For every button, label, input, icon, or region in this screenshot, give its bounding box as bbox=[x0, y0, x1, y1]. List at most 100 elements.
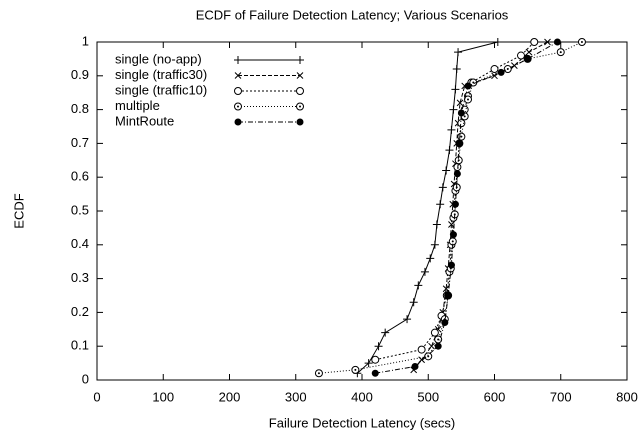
marker bbox=[441, 319, 449, 327]
chart-title: ECDF of Failure Detection Latency; Vario… bbox=[196, 7, 509, 22]
marker bbox=[553, 38, 561, 46]
marker-part bbox=[452, 65, 461, 74]
marker-part bbox=[234, 72, 242, 79]
marker bbox=[445, 146, 454, 155]
marker-part bbox=[447, 125, 456, 134]
x-tick-label: 400 bbox=[351, 389, 373, 404]
marker-part bbox=[493, 38, 502, 46]
marker-part bbox=[432, 220, 441, 229]
marker bbox=[453, 170, 461, 178]
y-tick-label: 0.8 bbox=[71, 101, 89, 116]
marker bbox=[381, 328, 390, 337]
legend-label: single (traffic30) bbox=[115, 67, 207, 82]
marker bbox=[374, 342, 383, 351]
x-tick-label: 300 bbox=[285, 389, 307, 404]
marker bbox=[234, 72, 242, 79]
marker-part bbox=[381, 328, 390, 337]
y-tick-label: 0.4 bbox=[71, 236, 89, 251]
marker bbox=[418, 356, 425, 364]
marker bbox=[456, 99, 464, 107]
marker-part bbox=[436, 200, 445, 209]
marker bbox=[455, 139, 463, 147]
marker-part bbox=[490, 65, 499, 74]
marker bbox=[464, 82, 472, 90]
marker-part bbox=[299, 105, 301, 108]
marker-part bbox=[456, 99, 464, 107]
marker bbox=[403, 315, 412, 324]
marker bbox=[452, 65, 461, 74]
marker bbox=[430, 328, 439, 337]
marker-part bbox=[411, 362, 419, 370]
marker-part bbox=[417, 345, 426, 354]
marker bbox=[234, 87, 242, 95]
series-line bbox=[375, 41, 558, 374]
marker-part bbox=[444, 292, 452, 299]
marker bbox=[296, 102, 304, 111]
marker-part bbox=[234, 87, 242, 95]
y-axis-label: ECDF bbox=[11, 193, 26, 228]
marker bbox=[449, 105, 458, 114]
marker bbox=[234, 102, 242, 111]
x-tick-label: 700 bbox=[550, 389, 572, 404]
legend-label: single (no-app) bbox=[115, 51, 202, 66]
marker bbox=[430, 240, 439, 249]
marker-part bbox=[447, 261, 455, 269]
x-axis-label: Failure Detection Latency (secs) bbox=[269, 415, 455, 430]
marker bbox=[436, 200, 445, 209]
marker-part bbox=[420, 267, 429, 276]
marker bbox=[417, 345, 426, 354]
marker bbox=[371, 369, 379, 377]
marker bbox=[444, 292, 452, 299]
y-tick-label: 0.7 bbox=[71, 135, 89, 150]
marker-part bbox=[524, 55, 532, 63]
y-tick-label: 0.9 bbox=[71, 67, 89, 82]
marker-part bbox=[317, 372, 320, 375]
marker bbox=[457, 132, 466, 141]
marker-part bbox=[237, 105, 239, 108]
marker-part bbox=[449, 231, 457, 239]
marker bbox=[414, 281, 423, 290]
marker-part bbox=[354, 368, 357, 371]
legend-label: MintRoute bbox=[115, 113, 174, 128]
y-tick-label: 0.1 bbox=[71, 338, 89, 353]
marker-part bbox=[374, 342, 383, 351]
marker bbox=[371, 355, 380, 364]
marker-part bbox=[460, 135, 463, 138]
marker bbox=[530, 38, 539, 46]
legend-label: single (traffic10) bbox=[115, 82, 207, 97]
y-tick-label: 0.6 bbox=[71, 169, 89, 184]
marker-part bbox=[457, 159, 460, 162]
marker-part bbox=[234, 56, 242, 64]
y-tick-label: 1 bbox=[82, 33, 89, 48]
marker-part bbox=[371, 369, 379, 377]
marker-part bbox=[428, 342, 435, 350]
x-tick-label: 800 bbox=[616, 389, 638, 404]
marker-part bbox=[525, 48, 533, 56]
x-tick-label: 100 bbox=[152, 389, 174, 404]
marker-part bbox=[438, 183, 447, 192]
marker bbox=[364, 359, 373, 368]
series-line bbox=[413, 41, 548, 371]
legend-label: multiple bbox=[115, 98, 160, 113]
marker bbox=[497, 68, 505, 76]
y-tick-label: 0.2 bbox=[71, 304, 89, 319]
marker bbox=[424, 352, 433, 361]
marker-part bbox=[426, 254, 435, 263]
marker bbox=[449, 231, 457, 239]
series-line bbox=[357, 41, 498, 374]
marker-part bbox=[445, 146, 454, 155]
marker bbox=[447, 261, 455, 269]
marker-part bbox=[517, 51, 525, 60]
marker bbox=[454, 48, 463, 57]
marker bbox=[296, 72, 304, 79]
marker-part bbox=[296, 118, 304, 126]
marker bbox=[411, 362, 419, 370]
marker-part bbox=[530, 38, 539, 46]
marker bbox=[577, 38, 586, 46]
marker bbox=[432, 220, 441, 229]
series-line bbox=[318, 41, 583, 374]
marker bbox=[490, 65, 499, 74]
marker bbox=[296, 118, 304, 126]
